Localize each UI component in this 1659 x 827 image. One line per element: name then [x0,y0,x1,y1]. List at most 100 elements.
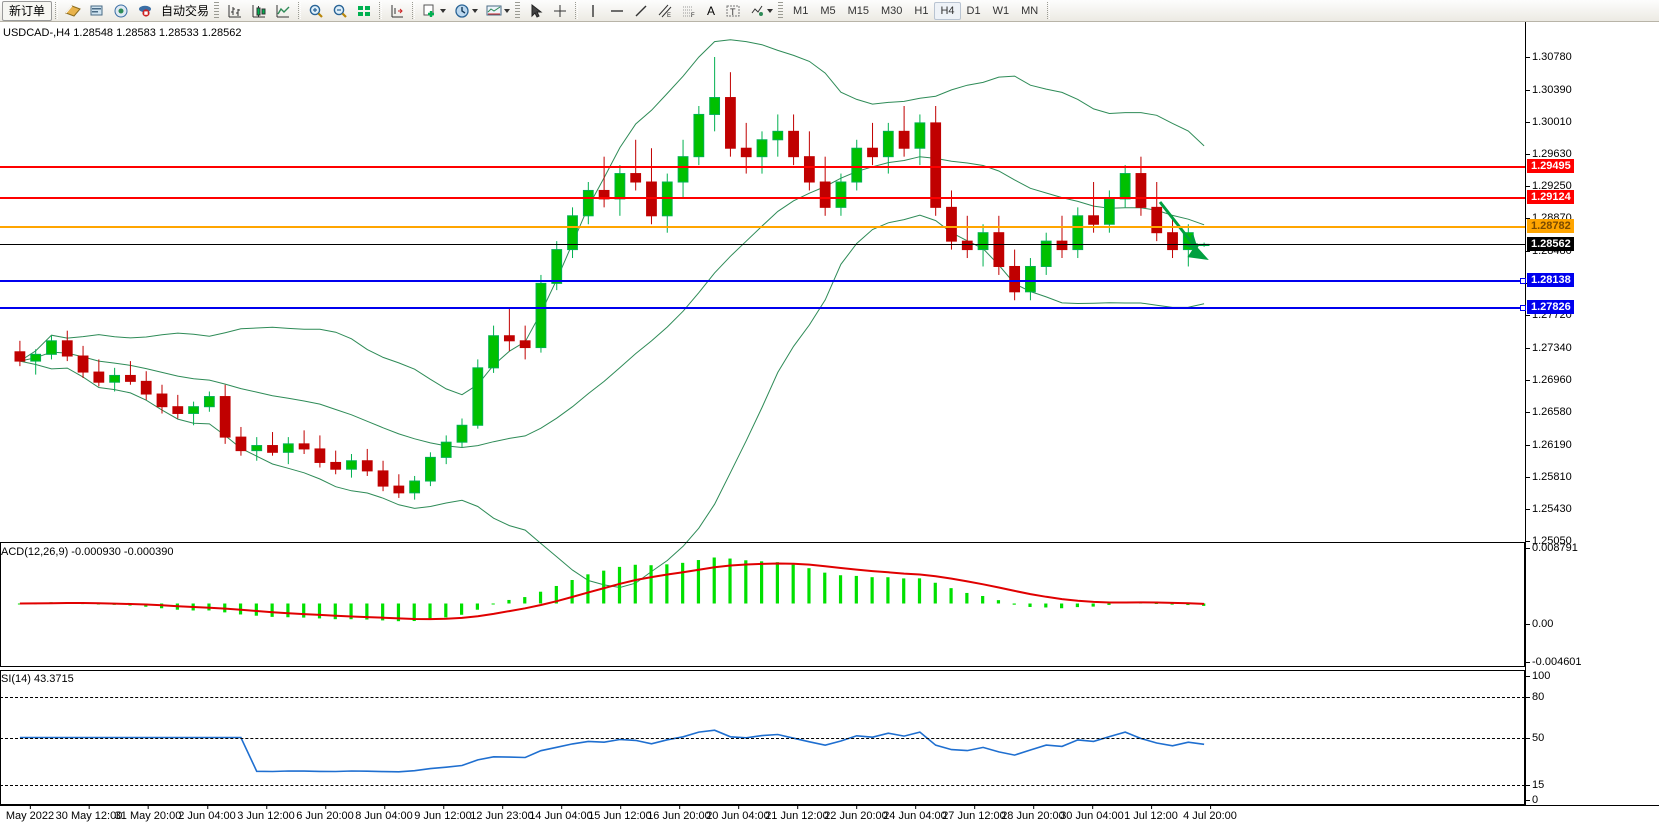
candlestick [1088,182,1099,233]
bollinger-middle-band [19,156,1205,449]
resistance-level-2-tag[interactable]: 1.29124 [1527,189,1574,204]
price-tick: 1.26190 [1526,438,1572,451]
chart-canvas-area[interactable]: USDCAD-,H4 1.28548 1.28583 1.28533 1.285… [0,22,1659,827]
time-tick: 3 Jun 12:00 [237,805,295,822]
chevron-down-icon[interactable] [504,8,511,13]
main-toolbar: 新订单 自动交易 [0,0,1659,22]
auto-trading-icon[interactable] [133,1,157,21]
macd-histogram-bar [302,603,306,618]
sell-arrow-icon[interactable] [1158,201,1209,261]
candlestick [614,165,626,216]
pivot-level-tag[interactable]: 1.28782 [1527,218,1574,233]
line-anchor-handle[interactable] [1520,278,1526,285]
fibonacci-icon[interactable]: F [677,1,701,21]
shapes-icon[interactable] [745,1,777,21]
auto-trading-button[interactable]: 自动交易 [157,1,213,21]
periods-icon[interactable] [450,1,482,21]
candlestick [677,139,689,199]
resistance-level-2-line[interactable] [0,196,1525,199]
candlestick-series [14,57,1210,500]
price-tick: 1.25430 [1526,502,1572,515]
candlestick [946,190,957,250]
tile-windows-icon[interactable] [352,1,376,21]
time-tick: 30 Jun 04:00 [1060,805,1124,822]
resistance-level-1-line[interactable] [0,165,1525,168]
horizontal-line-icon[interactable] [605,1,629,21]
price-tick: 1.30780 [1526,51,1572,63]
candlestick [709,57,721,132]
resistance-level-1-tag[interactable]: 1.29495 [1527,158,1574,173]
svg-text:T: T [730,7,736,17]
price-tick: 1.25050 [1526,535,1572,547]
equidistant-channel-icon[interactable]: E [653,1,677,21]
indicators-icon[interactable] [418,1,450,21]
text-icon[interactable]: A [701,1,721,21]
macd-histogram-bar [475,603,479,610]
support-level-1-tag[interactable]: 1.28138 [1527,273,1574,288]
timeframe-mn-button[interactable]: MN [1021,4,1039,17]
macd-histogram-bar [460,603,464,615]
chevron-down-icon[interactable] [767,8,774,13]
candlestick [661,173,673,233]
timeframe-h1-button[interactable]: H1 [914,4,929,17]
data-window-icon[interactable] [85,1,109,21]
candlestick [1072,207,1084,259]
timeframe-m1-button[interactable]: M1 [793,4,809,17]
macd-panel[interactable] [0,542,1525,667]
zoom-out-icon[interactable] [328,1,352,21]
candlestick [1025,258,1036,301]
timeframe-m30-button[interactable]: M30 [881,4,903,17]
price-axis[interactable]: 1.307801.303901.300101.296301.292501.288… [1525,22,1659,806]
time-axis[interactable]: May 2022 30 May 12:00 31 May 20:00 2 Jun 04… [0,805,1659,827]
navigator-icon[interactable] [109,1,133,21]
toolbar-grip[interactable] [214,1,220,20]
text-label-icon[interactable]: T [721,1,745,21]
timeframe-m5-button[interactable]: M5 [820,4,836,17]
candlestick [882,122,894,174]
candlestick [725,72,736,157]
macd-histogram-bar [949,588,953,604]
auto-scroll-icon[interactable] [385,1,409,21]
price-tick: 1.26960 [1526,373,1572,386]
toolbar-grip[interactable] [515,1,521,20]
macd-histogram-bar [254,603,258,616]
rsi-gridline-15 [0,784,1525,786]
chevron-down-icon[interactable] [472,8,479,13]
candlestick-chart-icon[interactable] [247,1,271,21]
bar-chart-icon[interactable] [223,1,247,21]
macd-histogram-bar [1075,603,1079,608]
timeframe-w1-button[interactable]: W1 [992,4,1010,17]
new-order-button[interactable]: 新订单 [2,0,53,21]
templates-icon[interactable] [482,1,514,21]
bollinger-bands [19,39,1205,589]
pivot-level-line[interactable] [0,225,1525,228]
macd-histogram-bar [17,603,22,605]
trendline-icon[interactable] [629,1,653,21]
rsi-axis-tick: 15 [1525,778,1545,791]
macd-histogram-bar [902,578,906,604]
candlestick [519,325,531,360]
market-watch-icon[interactable] [61,1,85,21]
current-price-level-tag[interactable]: 1.28562 [1527,237,1574,252]
macd-histogram-bar [823,572,827,604]
candlestick [1009,249,1021,301]
line-chart-icon[interactable] [271,1,295,21]
current-price-level-line[interactable] [0,244,1525,246]
crosshair-icon[interactable] [548,1,572,21]
zoom-in-icon[interactable] [304,1,328,21]
time-tick: 22 Jun 20:00 [824,805,888,822]
candlestick [77,345,89,378]
candlestick [740,122,752,174]
timeframe-m15-button[interactable]: M15 [847,4,869,17]
timeframe-h4-button[interactable]: H4 [934,1,961,20]
timeframe-d1-button[interactable]: D1 [966,4,981,17]
support-level-2-line[interactable] [0,304,1526,311]
cursor-icon[interactable] [524,1,548,21]
chevron-down-icon[interactable] [440,8,447,13]
price-tick: 1.26580 [1526,405,1572,418]
toolbar-grip[interactable] [778,1,784,20]
line-anchor-handle[interactable] [1520,304,1526,311]
support-level-1-line[interactable] [0,278,1526,285]
vertical-line-icon[interactable] [581,1,605,21]
support-level-2-tag[interactable]: 1.27826 [1527,299,1574,314]
